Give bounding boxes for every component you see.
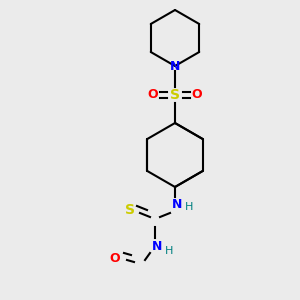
Text: O: O [148, 88, 158, 101]
Text: O: O [110, 251, 120, 265]
Text: S: S [125, 203, 135, 217]
Text: O: O [192, 88, 202, 101]
Text: S: S [170, 88, 180, 102]
Text: N: N [170, 59, 180, 73]
Text: H: H [185, 202, 193, 212]
Text: H: H [165, 246, 173, 256]
Text: N: N [172, 199, 182, 212]
Text: N: N [152, 239, 162, 253]
